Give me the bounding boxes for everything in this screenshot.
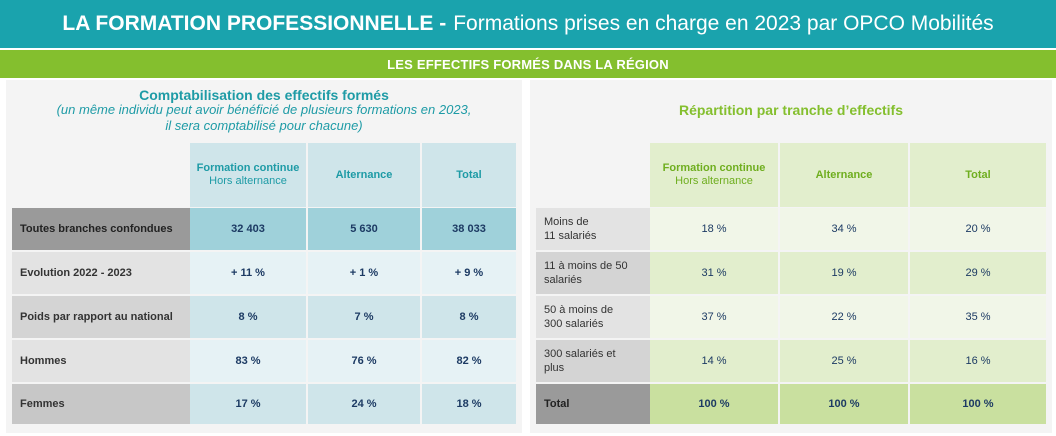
right-row-label-11-50-line-1: 11 à moins de 50 [544, 260, 628, 272]
right-cell-moins-11-total: 20 % [910, 208, 1046, 250]
right-cell-50-300-alternance: 22 % [780, 296, 908, 338]
left-row-label-all: Toutes branches confondues [12, 208, 190, 250]
page-header: LA FORMATION PROFESSIONNELLE - Formation… [0, 0, 1056, 48]
right-cell-300-plus-alternance: 25 % [780, 340, 908, 382]
right-row-label-moins-11: Moins de 11 salariés [536, 208, 650, 250]
left-cell-all-total: 38 033 [422, 208, 516, 250]
left-cell-femmes-total: 18 % [422, 384, 516, 424]
left-cell-poids-alternance: 7 % [308, 296, 420, 338]
right-row-label-moins-11-line-1: Moins de [544, 216, 589, 228]
left-row-label-poids: Poids par rapport au national [12, 296, 190, 338]
right-col-head-formation-label: Formation continue [662, 162, 766, 174]
right-cell-11-50-total: 29 % [910, 252, 1046, 294]
left-cell-hommes-total: 82 % [422, 340, 516, 382]
header-title-rest: Formations prises en charge en 2023 par … [453, 12, 994, 35]
left-cell-poids-total: 8 % [422, 296, 516, 338]
left-cell-hommes-alternance: 76 % [308, 340, 420, 382]
right-row-label-11-50-line-2: salariés [544, 274, 582, 286]
left-row-label-evolution: Evolution 2022 - 2023 [12, 252, 190, 294]
left-cell-evolution-formation: + 11 % [190, 252, 306, 294]
right-cell-moins-11-formation: 18 % [650, 208, 778, 250]
right-cell-total-total: 100 % [910, 384, 1046, 424]
left-panel-title: Comptabilisation des effectifs formés [139, 87, 389, 103]
right-cell-11-50-formation: 31 % [650, 252, 778, 294]
left-col-head-total: Total [422, 143, 516, 207]
left-row-label-hommes: Hommes [12, 340, 190, 382]
right-row-label-300-plus: 300 salariés et plus [536, 340, 650, 382]
left-cell-all-alternance: 5 630 [308, 208, 420, 250]
right-row-label-300-plus-line-2: plus [544, 362, 565, 374]
right-cell-300-plus-formation: 14 % [650, 340, 778, 382]
left-col-head-alternance: Alternance [308, 143, 420, 207]
right-cell-11-50-alternance: 19 % [780, 252, 908, 294]
right-row-label-total: Total [536, 384, 650, 424]
left-cell-evolution-total: + 9 % [422, 252, 516, 294]
left-col-head-total-label: Total [456, 168, 482, 181]
left-cell-poids-formation: 8 % [190, 296, 306, 338]
left-row-label-femmes: Femmes [12, 384, 190, 424]
left-cell-all-formation: 32 403 [190, 208, 306, 250]
right-row-label-11-50: 11 à moins de 50 salariés [536, 252, 650, 294]
right-panel-title: Répartition par tranche d’effectifs [678, 102, 904, 118]
left-note-line-2: il sera comptabilisé pour chacune) [165, 118, 363, 133]
right-col-head-alternance: Alternance [780, 143, 908, 207]
right-col-head-formation: Formation continue Hors alternance [650, 143, 778, 207]
right-row-label-50-300: 50 à moins de 300 salariés [536, 296, 650, 338]
left-cell-hommes-formation: 83 % [190, 340, 306, 382]
left-cell-femmes-formation: 17 % [190, 384, 306, 424]
right-col-head-total-label: Total [965, 168, 991, 181]
right-cell-300-plus-total: 16 % [910, 340, 1046, 382]
right-row-label-300-plus-line-1: 300 salariés et [544, 348, 616, 360]
left-panel-note: (un même individu peut avoir bénéficié d… [6, 102, 522, 134]
right-col-head-total: Total [910, 143, 1046, 207]
left-note-line-1: (un même individu peut avoir bénéficié d… [56, 102, 472, 117]
left-panel: Comptabilisation des effectifs formés (u… [6, 80, 522, 433]
right-cell-total-formation: 100 % [650, 384, 778, 424]
right-col-head-alternance-label: Alternance [815, 168, 873, 181]
left-cell-femmes-alternance: 24 % [308, 384, 420, 424]
right-cell-total-alternance: 100 % [780, 384, 908, 424]
right-cell-50-300-formation: 37 % [650, 296, 778, 338]
left-cell-evolution-alternance: + 1 % [308, 252, 420, 294]
right-row-label-50-300-line-2: 300 salariés [544, 318, 604, 330]
right-cell-50-300-total: 35 % [910, 296, 1046, 338]
left-col-head-formation: Formation continue Hors alternance [190, 143, 306, 207]
header-title-bold: LA FORMATION PROFESSIONNELLE - [62, 12, 447, 35]
right-col-head-formation-sublabel: Hors alternance [675, 175, 753, 187]
left-col-head-formation-label: Formation continue [196, 162, 300, 174]
section-title: LES EFFECTIFS FORMÉS DANS LA RÉGION [0, 50, 1056, 78]
right-panel: Répartition par tranche d’effectifs Form… [530, 80, 1052, 433]
left-col-head-alternance-label: Alternance [335, 168, 393, 181]
right-cell-moins-11-alternance: 34 % [780, 208, 908, 250]
right-row-label-moins-11-line-2: 11 salariés [544, 230, 597, 242]
right-row-label-50-300-line-1: 50 à moins de [544, 304, 614, 316]
left-col-head-formation-sublabel: Hors alternance [209, 175, 287, 187]
